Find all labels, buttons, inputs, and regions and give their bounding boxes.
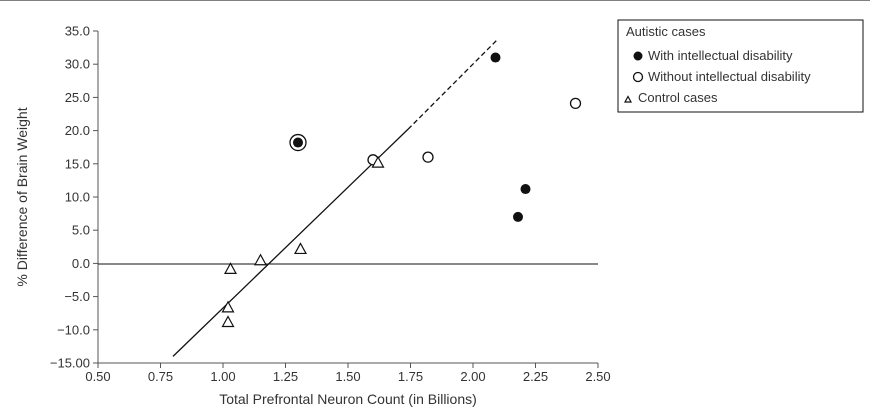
point-control-case — [371, 155, 385, 168]
y-tick-label: 35.0 — [65, 24, 90, 39]
legend-filled-circle-marker — [633, 51, 643, 61]
y-tick-label: 0.0 — [72, 256, 90, 271]
y-tick-label: 15.0 — [65, 156, 90, 171]
point-control-case — [221, 315, 235, 328]
legend: Autistic cases With intellectual disabil… — [617, 19, 864, 113]
point-control-case — [221, 300, 235, 313]
regression-line-solid — [172, 128, 409, 357]
y-tick-label: 20.0 — [65, 123, 90, 138]
x-ticks: 0.50 0.75 1.00 1.25 1.50 1.75 2.00 2.25 2.50 — [85, 363, 611, 384]
data-points — [221, 52, 582, 328]
x-tick-label: 0.75 — [148, 369, 173, 384]
legend-triangle-marker — [623, 95, 633, 103]
x-axis-label: Total Prefrontal Neuron Count (in Billio… — [219, 391, 477, 407]
x-tick-label: 0.50 — [85, 369, 110, 384]
axes — [97, 31, 598, 364]
point-control-case — [223, 262, 238, 274]
x-tick-label: 1.50 — [335, 369, 360, 384]
x-tick-label: 1.75 — [398, 369, 423, 384]
point-with-intellectual-disability — [520, 184, 531, 195]
y-axis-label: % Difference of Brain Weight — [14, 107, 30, 286]
y-tick-label: −5.0 — [64, 289, 90, 304]
y-tick-label: 25.0 — [65, 90, 90, 105]
point-without-intellectual-disability — [569, 97, 582, 110]
x-tick-label: 2.25 — [523, 369, 548, 384]
legend-open-circle-marker — [632, 71, 644, 83]
y-tick-label: −15.00 — [50, 356, 90, 371]
legend-label-without-id: Without intellectual disability — [648, 69, 811, 84]
point-control-case — [293, 242, 308, 255]
regression-lines — [172, 38, 499, 357]
x-tick-label: 1.00 — [210, 369, 235, 384]
x-tick-label: 2.00 — [460, 369, 485, 384]
legend-box — [617, 19, 864, 113]
y-tick-label: −10.0 — [57, 322, 90, 337]
x-tick-label: 2.50 — [585, 369, 610, 384]
legend-label-with-id: With intellectual disability — [648, 48, 793, 63]
point-control-case — [253, 253, 268, 266]
point-without-intellectual-disability — [422, 151, 434, 163]
point-with-intellectual-disability — [293, 137, 303, 148]
point-with-intellectual-disability — [490, 52, 501, 63]
y-tick-label: 30.0 — [65, 57, 90, 72]
y-tick-label: 10.0 — [65, 190, 90, 205]
x-tick-label: 1.25 — [273, 369, 298, 384]
point-with-intellectual-disability — [513, 211, 523, 222]
y-tick-label: 5.0 — [72, 223, 90, 238]
legend-label-control: Control cases — [638, 90, 718, 105]
y-ticks: 35.0 30.0 25.0 20.0 15.0 10.0 5.0 0.0 −5.0 −10.0 −… — [50, 24, 98, 371]
regression-line-dashed — [407, 38, 499, 130]
legend-title: Autistic cases — [626, 24, 706, 39]
